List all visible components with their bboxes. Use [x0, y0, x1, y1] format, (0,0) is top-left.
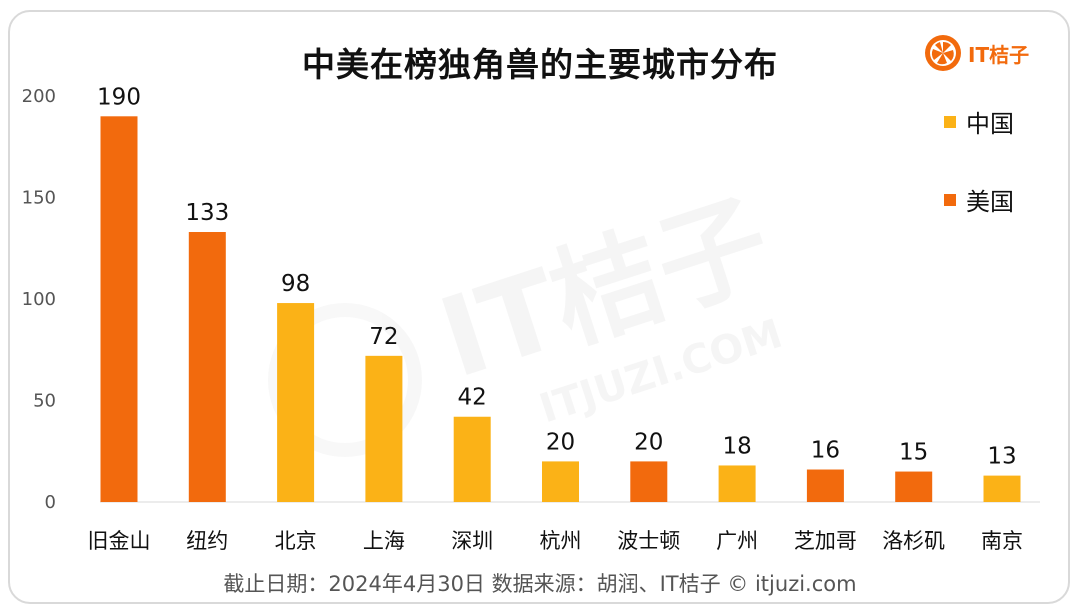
- bar: [100, 116, 138, 503]
- chart-title: 中美在榜独角兽的主要城市分布: [302, 45, 778, 84]
- y-tick-label: 100: [22, 289, 56, 310]
- legend-swatch-china: [944, 115, 956, 128]
- legend-label-china: 中国: [966, 110, 1014, 138]
- bar: [983, 475, 1021, 502]
- data-label: 20: [634, 429, 663, 455]
- bars: [100, 116, 1021, 503]
- x-tick-label: 广州: [716, 529, 758, 553]
- brand-logo: IT桔子: [924, 34, 1029, 72]
- bar: [630, 461, 668, 502]
- bar: [188, 232, 226, 502]
- logo-text: IT桔子: [968, 42, 1030, 67]
- bar: [718, 465, 756, 502]
- data-label: 72: [369, 324, 398, 350]
- chart-card: [8, 10, 1070, 604]
- x-tick-label: 芝加哥: [794, 529, 857, 553]
- bar: [806, 469, 844, 502]
- bar: [453, 416, 491, 502]
- legend-item-china: 中国: [944, 104, 1014, 139]
- x-tick-label: 南京: [981, 529, 1023, 553]
- legend-swatch-usa: [944, 193, 956, 206]
- data-label: 13: [987, 444, 1016, 470]
- x-tick-label: 杭州: [540, 529, 582, 553]
- x-tick-label: 旧金山: [88, 529, 151, 553]
- data-label: 20: [546, 429, 575, 455]
- orange-slice-icon: [925, 35, 961, 71]
- data-label: 18: [722, 433, 751, 459]
- y-axis: 0 50 100 150 200: [22, 86, 1040, 513]
- legend-item-usa: 美国: [944, 182, 1014, 217]
- y-tick-label: 50: [33, 391, 56, 412]
- watermark-logo-icon: [268, 303, 422, 457]
- bar: [895, 471, 933, 502]
- x-tick-label: 波士顿: [617, 529, 680, 553]
- x-tick-label: 深圳: [451, 529, 493, 553]
- x-tick-label: 洛杉矶: [882, 529, 945, 553]
- data-label: 16: [811, 438, 840, 464]
- data-labels: 190 133 98 72 42 20 20 18 16 15 13: [97, 84, 1017, 469]
- bar: [277, 303, 315, 502]
- data-label: 133: [185, 200, 229, 226]
- y-tick-label: 150: [22, 188, 56, 209]
- legend-label-usa: 美国: [966, 188, 1014, 216]
- x-tick-label: 纽约: [186, 529, 228, 553]
- x-tick-label: 北京: [275, 529, 317, 553]
- y-tick-label: 0: [45, 492, 56, 513]
- bar: [542, 461, 579, 502]
- data-label: 15: [899, 440, 928, 466]
- footer-source: 截止日期：2024年4月30日 数据来源：胡润、IT桔子 © itjuzi.co…: [223, 572, 857, 596]
- x-axis: 旧金山 纽约 北京 上海 深圳 杭州 波士顿 广州 芝加哥 洛杉矶 南京: [88, 529, 1024, 553]
- bar: [365, 355, 403, 502]
- data-label: 98: [281, 271, 310, 297]
- x-tick-label: 上海: [363, 529, 405, 553]
- data-label: 42: [458, 385, 487, 411]
- watermark: IT桔子 ITJUZI.COM: [268, 177, 788, 457]
- y-tick-label: 200: [22, 86, 56, 107]
- data-label: 190: [97, 84, 141, 110]
